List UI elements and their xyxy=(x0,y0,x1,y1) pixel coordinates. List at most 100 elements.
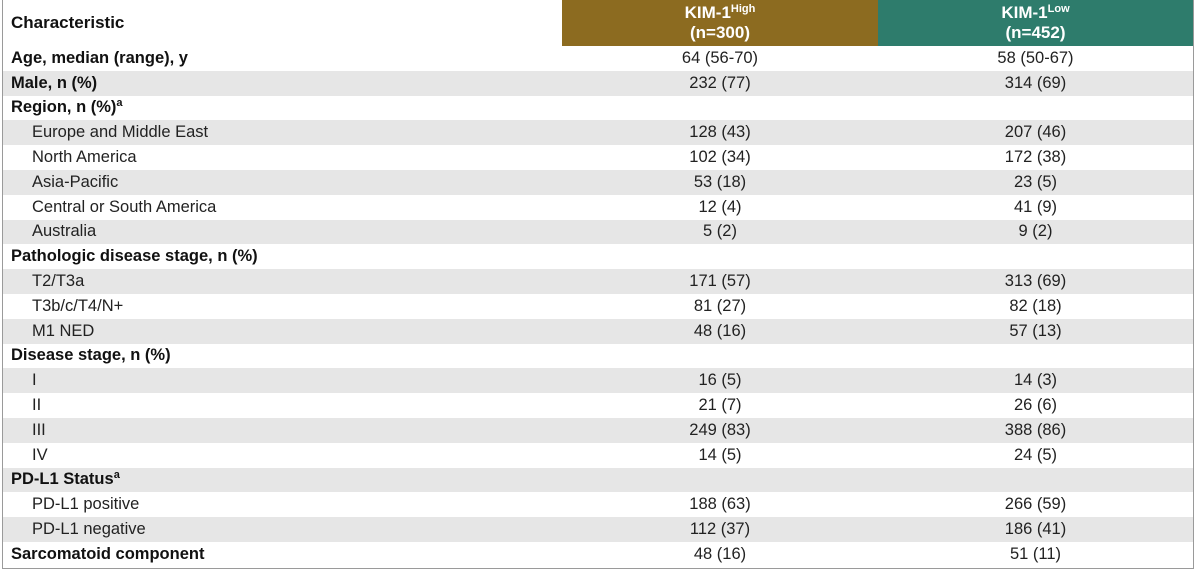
table-row: PD-L1 negative 112 (37) 186 (41) xyxy=(3,517,1193,542)
label-text: M1 NED xyxy=(32,321,95,340)
characteristics-table: Characteristic KIM-1 High (n=300) KIM-1Low… xyxy=(3,0,1193,567)
cell-value: 266 (59) xyxy=(1004,495,1067,514)
cell-value: 82 (18) xyxy=(1009,296,1062,315)
table-row: T2/T3a 171 (57) 313 (69) xyxy=(3,269,1193,294)
label-text: II xyxy=(32,396,42,415)
cell-value: 232 (77) xyxy=(562,70,878,96)
row-label: T2/T3a xyxy=(3,269,562,294)
table-body: Age, median (range), y 64 (56-70) 58 (50-6… xyxy=(3,46,1193,567)
row-label: PD-L1 negative xyxy=(3,517,562,542)
cell-value: 41 (9) xyxy=(1013,197,1058,216)
table-row: Male, n (%) 232 (77) 314 (69) xyxy=(3,70,1193,96)
table-row: Disease stage, n (%) xyxy=(3,344,1193,369)
cell-value: 12 (4) xyxy=(698,197,742,216)
cell-value: 14 (3) xyxy=(878,368,1193,394)
label-text: North America xyxy=(32,148,137,167)
label-text: Central or South America xyxy=(32,197,217,216)
label-text: Sarcomatoid component xyxy=(11,544,205,563)
table-row: II 21 (7) 26 (6) xyxy=(3,393,1193,418)
group-size: (n=300) xyxy=(690,23,750,42)
group-size: (n=452) xyxy=(1005,23,1066,42)
row-label: North America xyxy=(3,145,562,170)
column-header: Characteristic xyxy=(3,0,562,46)
cell-value: 48 (16) xyxy=(562,318,878,344)
row-label: IV xyxy=(3,443,562,468)
cell-value: 102 (34) xyxy=(689,148,751,167)
label-text: PD-L1 Status xyxy=(11,470,114,489)
row-label: Europe and Middle East xyxy=(3,120,562,146)
header-row: Characteristic KIM-1 High (n=300) KIM-1Low… xyxy=(3,0,1193,46)
label-text: Age, median (range), y xyxy=(11,48,188,67)
cell-empty xyxy=(878,467,1193,493)
table-row: Europe and Middle East 128 (43) 207 (46) xyxy=(3,120,1193,146)
row-label: III xyxy=(3,417,562,443)
cell-empty xyxy=(562,467,878,493)
cell-value: 53 (18) xyxy=(562,169,878,195)
label-text: Male, n (%) xyxy=(11,73,98,92)
row-label: I xyxy=(3,368,562,394)
row-label: T3b/c/T4/N+ xyxy=(3,294,562,319)
table-row: Central or South America 12 (4) 41 (9) xyxy=(3,195,1193,220)
row-label: Male, n (%) xyxy=(3,70,562,96)
cell-value: 207 (46) xyxy=(878,120,1193,146)
cell-value: 9 (2) xyxy=(878,219,1193,245)
cell-value: 81 (27) xyxy=(693,296,747,315)
row-label: Age, median (range), y xyxy=(3,46,562,71)
row-label: PD-L1 Statusa xyxy=(3,467,562,493)
cell-value: 57 (13) xyxy=(878,318,1193,344)
row-label: Disease stage, n (%) xyxy=(3,344,562,369)
cell-value: 388 (86) xyxy=(878,417,1193,443)
column-header: KIM-1Low (n=452) xyxy=(878,0,1193,46)
table-row: Region, n (%)a xyxy=(3,96,1193,121)
row-label: Asia-Pacific xyxy=(3,169,562,195)
cell-empty xyxy=(562,244,878,269)
row-label: PD-L1 positive xyxy=(3,492,562,517)
row-label: Pathologic disease stage, n (%) xyxy=(3,244,562,269)
table-row: IV 14 (5) 24 (5) xyxy=(3,443,1193,468)
cell-value: 188 (63) xyxy=(689,495,751,514)
label-text: Europe and Middle East xyxy=(32,123,209,142)
superscript: High xyxy=(730,3,756,15)
table-row: T3b/c/T4/N+ 81 (27) 82 (18) xyxy=(3,294,1193,319)
table-row: Age, median (range), y 64 (56-70) 58 (50-6… xyxy=(3,46,1193,71)
superscript: Low xyxy=(1047,3,1070,15)
label-text: Region, n (%) xyxy=(11,98,117,117)
table-row: Sarcomatoid component 48 (16) 51 (11) xyxy=(3,542,1193,567)
row-label: II xyxy=(3,393,562,418)
cell-value: 314 (69) xyxy=(878,70,1193,96)
table-row: Asia-Pacific 53 (18) 23 (5) xyxy=(3,169,1193,195)
table-row: PD-L1 positive 188 (63) 266 (59) xyxy=(3,492,1193,517)
cell-value: 51 (11) xyxy=(1009,544,1062,563)
label-text: Pathologic disease stage, n (%) xyxy=(11,247,258,266)
cell-empty xyxy=(878,96,1193,121)
table-row: North America 102 (34) 172 (38) xyxy=(3,145,1193,170)
table-row: PD-L1 Statusa xyxy=(3,467,1193,493)
cell-value: 112 (37) xyxy=(562,517,878,542)
cell-value: 172 (38) xyxy=(1004,148,1067,167)
cell-value: 186 (41) xyxy=(878,517,1193,542)
cell-value: 249 (83) xyxy=(562,417,878,443)
row-label: Australia xyxy=(3,219,562,245)
cell-value: 171 (57) xyxy=(562,269,878,294)
cell-empty xyxy=(878,244,1193,269)
row-label: M1 NED xyxy=(3,318,562,344)
label-text: III xyxy=(32,420,46,439)
cell-value: 14 (5) xyxy=(698,445,742,464)
cell-value: 21 (7) xyxy=(698,396,742,415)
table-row: I 16 (5) 14 (3) xyxy=(3,368,1193,394)
cell-empty xyxy=(562,96,878,121)
label-text: Australia xyxy=(32,222,97,241)
cell-value: 26 (6) xyxy=(1013,396,1058,415)
table-row: Australia 5 (2) 9 (2) xyxy=(3,219,1193,245)
label-text: I xyxy=(32,371,37,390)
label-text: T2/T3a xyxy=(32,272,85,291)
table-row: Pathologic disease stage, n (%) xyxy=(3,244,1193,269)
column-header: KIM-1High (n=300) xyxy=(562,0,878,46)
row-label: Sarcomatoid component xyxy=(3,542,562,567)
table-row: III 249 (83) 388 (86) xyxy=(3,417,1193,443)
group-name: KIM-1 xyxy=(1001,3,1048,22)
cell-value: 16 (5) xyxy=(562,368,878,394)
row-label: Region, n (%)a xyxy=(3,96,562,121)
